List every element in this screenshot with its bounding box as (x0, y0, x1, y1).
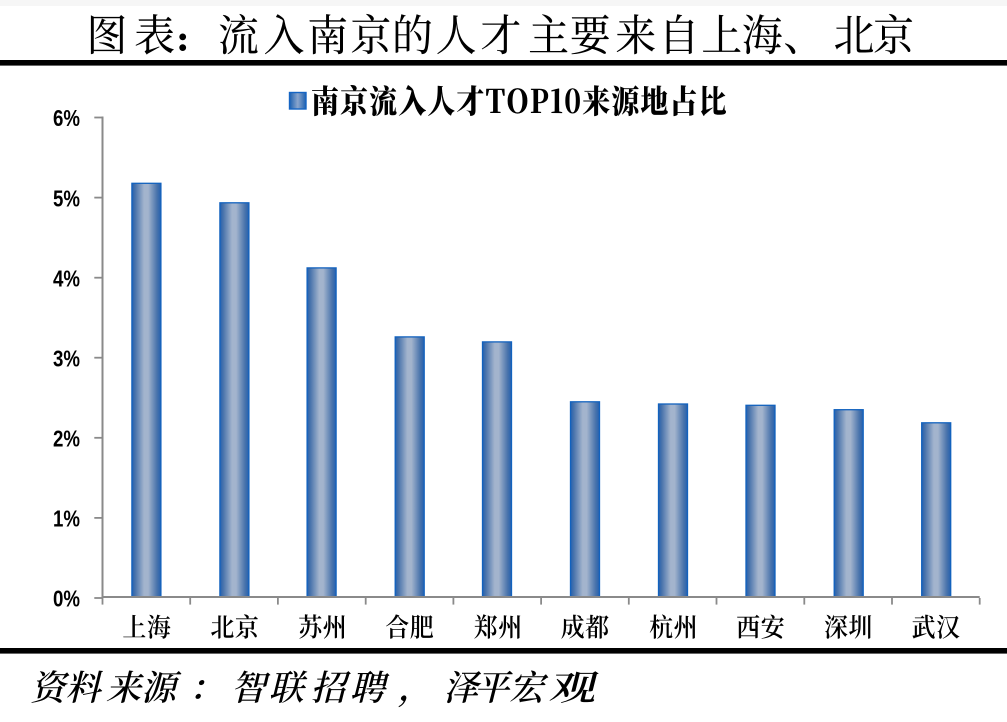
svg-text:4%: 4% (53, 265, 80, 291)
svg-text:5%: 5% (53, 185, 80, 211)
svg-text:3%: 3% (53, 345, 80, 371)
svg-text:0%: 0% (53, 586, 80, 612)
svg-text:2%: 2% (53, 426, 80, 452)
svg-text:6%: 6% (53, 105, 80, 131)
svg-text:1%: 1% (53, 506, 80, 532)
